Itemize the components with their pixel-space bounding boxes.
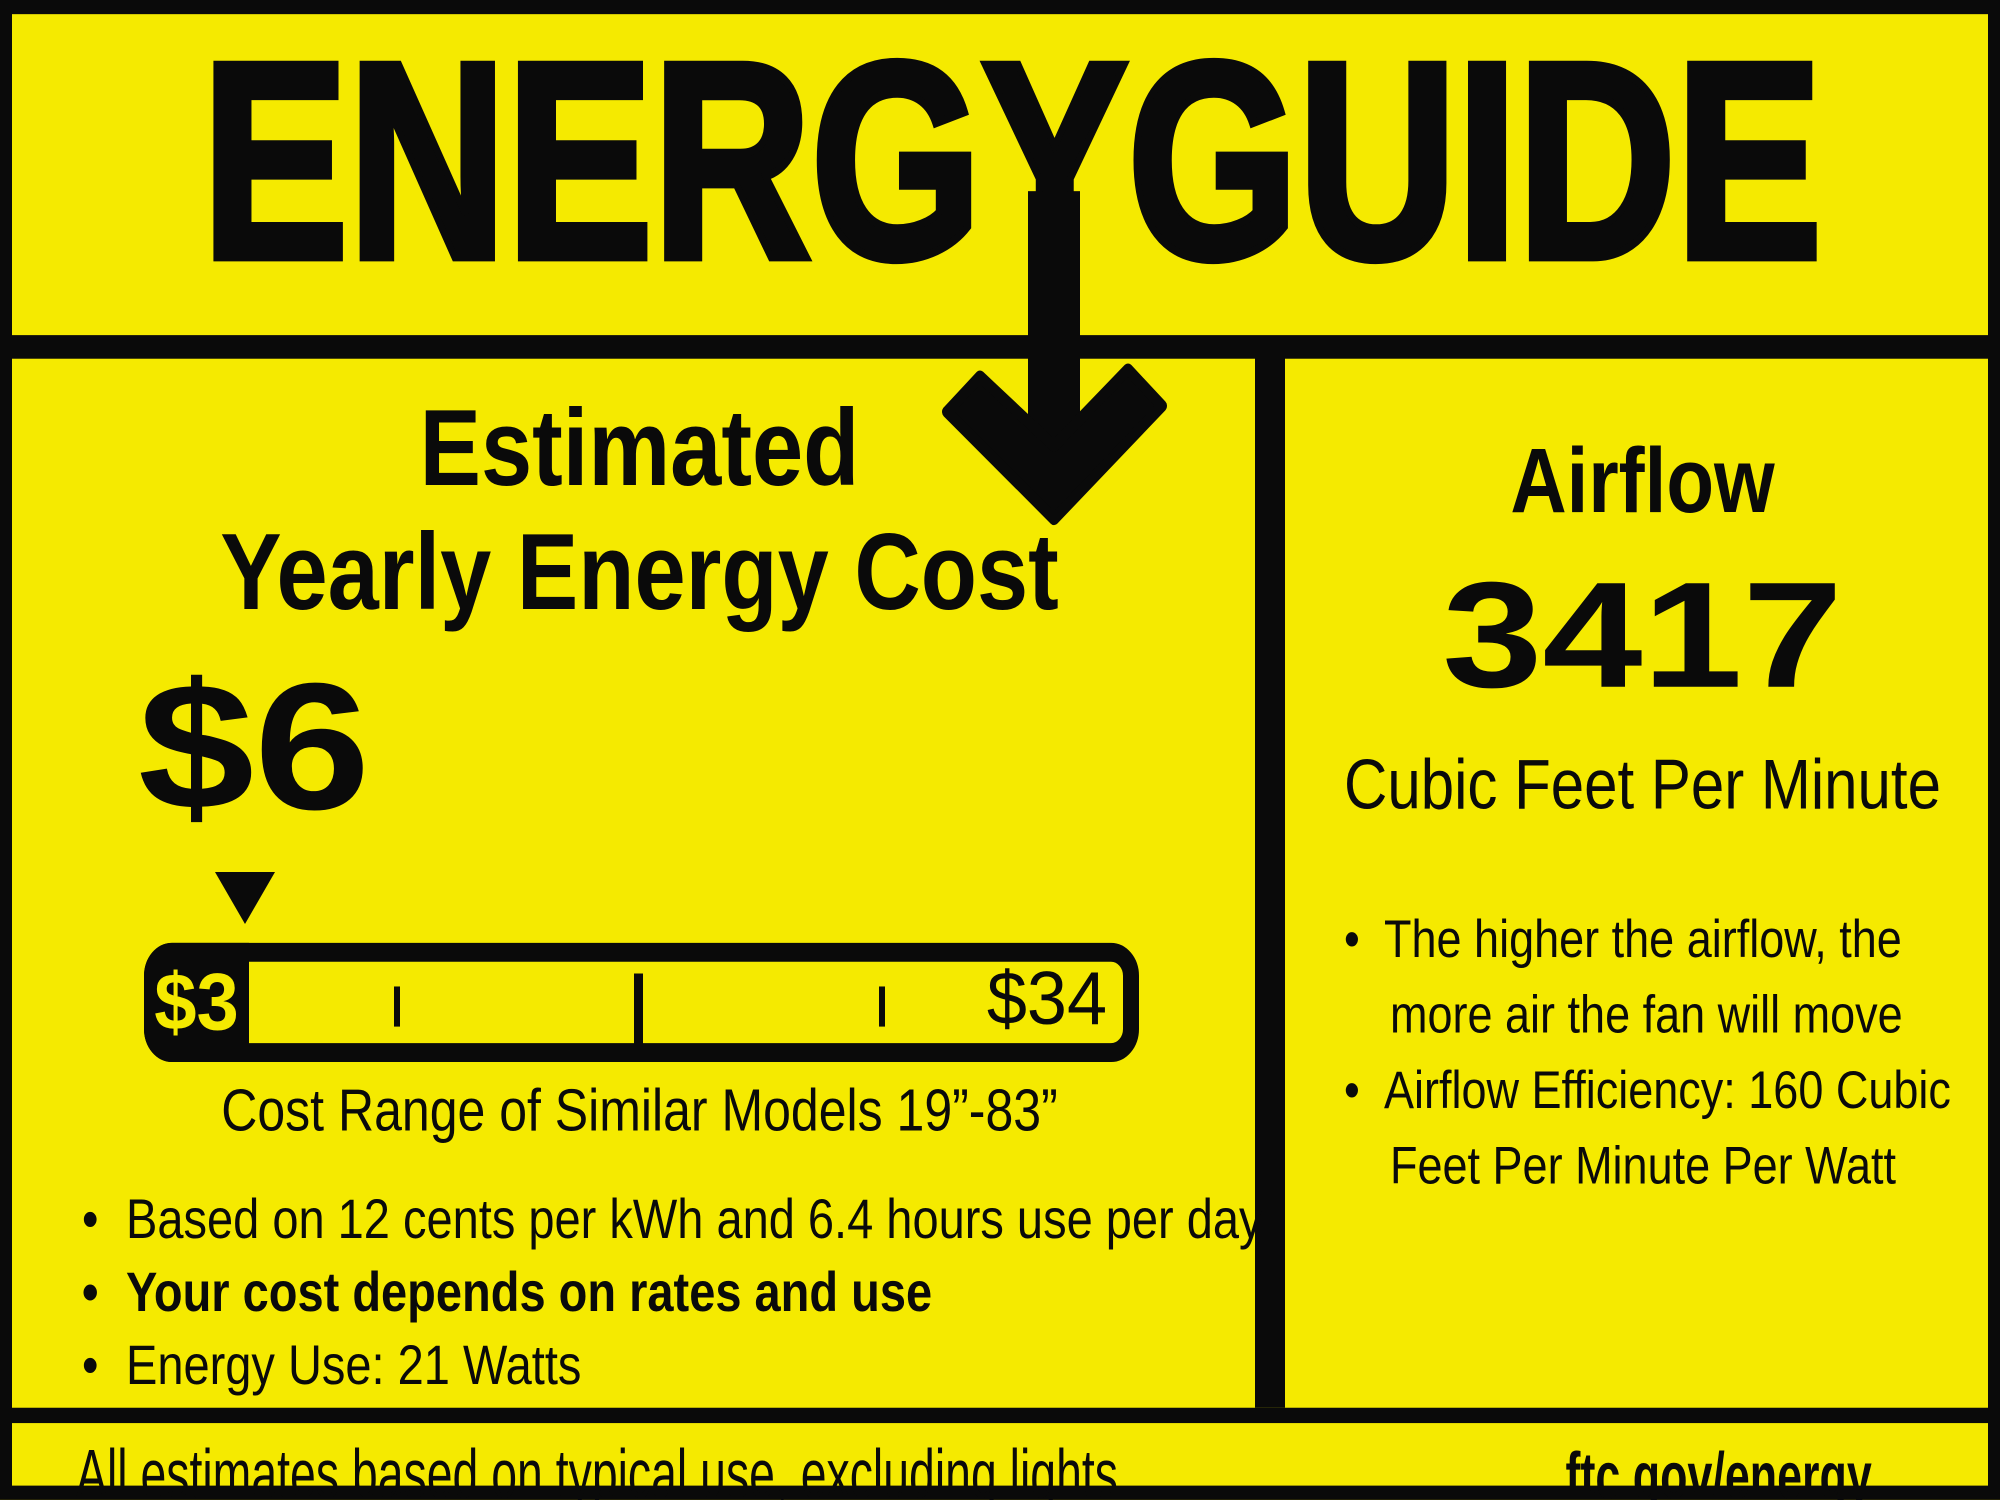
header-divider — [12, 335, 1988, 359]
list-item: • Energy Use: 21 Watts — [82, 1329, 1247, 1402]
note-text: Based on 12 cents per kWh and 6.4 hours … — [126, 1187, 1263, 1250]
cost-notes-list: • Based on 12 cents per kWh and 6.4 hours… — [82, 1182, 1263, 1402]
list-item-continuation: more air the fan will move — [1344, 977, 1994, 1053]
airflow-value: 3417 — [1442, 550, 1843, 719]
list-item: • The higher the airflow, the — [1344, 902, 1994, 978]
cost-range-min-chip: $3 — [144, 942, 249, 1062]
footer-divider — [12, 1407, 1988, 1424]
heading-line2: Yearly Energy Cost — [220, 512, 1059, 633]
scale-tick-mid — [634, 973, 643, 1050]
scale-tick — [394, 986, 400, 1027]
airflow-unit: Cubic Feet Per Minute — [1344, 744, 1941, 824]
note-text: The higher the airflow, the — [1384, 908, 1902, 969]
panel-divider — [1255, 356, 1285, 1408]
estimated-cost-heading: Estimated Yearly Energy Cost — [24, 387, 1255, 635]
cost-range-bar: $3 $34 — [144, 942, 1139, 1062]
heading-line1: Estimated — [419, 388, 860, 509]
list-item: • Based on 12 cents per kWh and 6.4 hours… — [82, 1182, 1263, 1255]
bullet-icon: • — [1344, 1059, 1360, 1120]
list-item: • Your cost depends on rates and use — [82, 1256, 1247, 1329]
cost-range-min-label: $3 — [154, 957, 239, 1048]
yearly-cost-value: $6 — [138, 646, 371, 848]
bullet-icon: • — [82, 1333, 99, 1396]
scale-tick — [879, 986, 885, 1027]
cost-range-max-label: $34 — [986, 957, 1107, 1041]
energyguide-logo: ENERGYGUIDE — [202, 14, 1822, 316]
bullet-icon: • — [82, 1187, 99, 1250]
note-text: Feet Per Minute Per Watt — [1390, 1135, 1897, 1196]
cost-marker-icon — [215, 872, 275, 924]
list-item-continuation: Feet Per Minute Per Watt — [1344, 1128, 1994, 1204]
airflow-heading: Airflow — [1510, 428, 1775, 533]
bullet-icon: • — [1344, 908, 1360, 969]
cost-range-caption: Cost Range of Similar Models 19”-83” — [221, 1077, 1058, 1144]
note-text: Energy Use: 21 Watts — [126, 1333, 582, 1396]
footer-disclaimer: All estimates based on typical use, excl… — [76, 1436, 1118, 1500]
list-item: • Airflow Efficiency: 160 Cubic — [1344, 1053, 1994, 1129]
ftc-url: ftc.gov/energy — [1565, 1438, 1872, 1500]
airflow-notes-list: • The higher the airflow, the more air th… — [1344, 902, 1994, 1204]
note-text: more air the fan will move — [1390, 984, 1903, 1045]
note-text: Your cost depends on rates and use — [126, 1260, 933, 1323]
note-text: Airflow Efficiency: 160 Cubic — [1384, 1059, 1951, 1120]
bullet-icon: • — [82, 1260, 99, 1323]
